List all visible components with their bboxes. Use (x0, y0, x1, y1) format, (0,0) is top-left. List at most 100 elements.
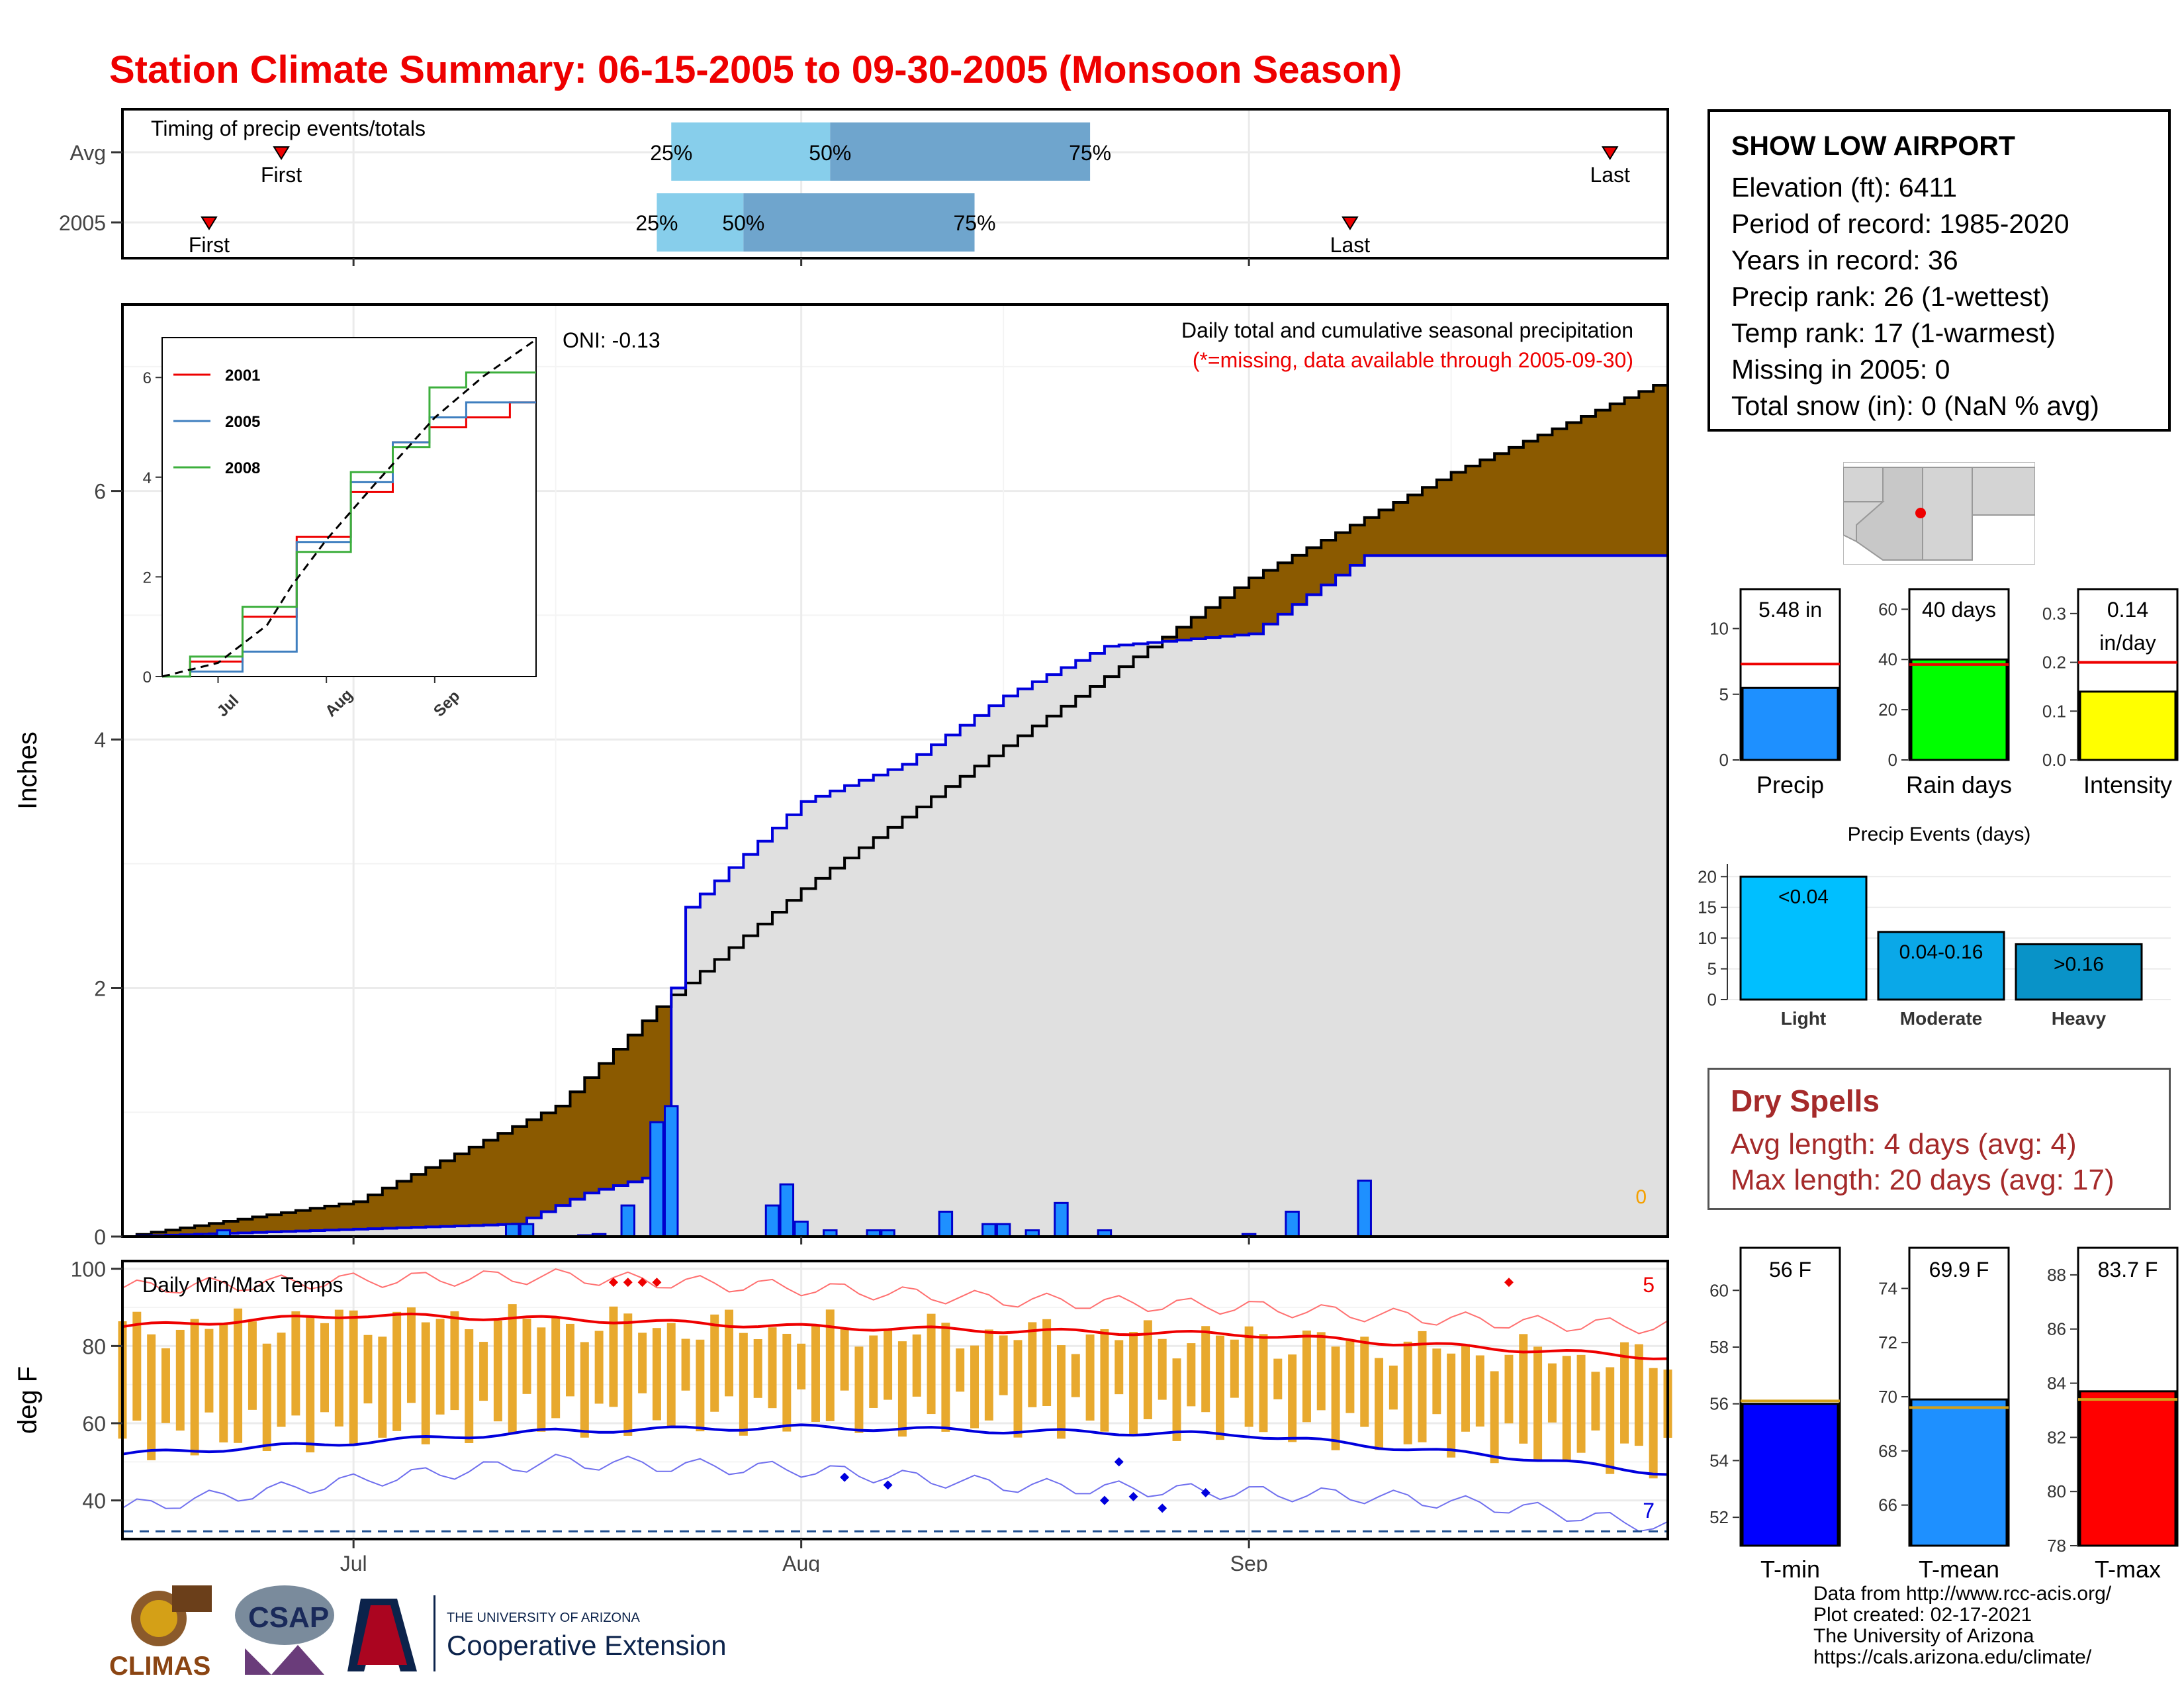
daily-temp-range-bar (1403, 1341, 1412, 1444)
daily-temp-range-bar (1447, 1353, 1456, 1458)
daily-temp-range-bar (1085, 1334, 1095, 1421)
daily-temp-range-bar (1302, 1331, 1311, 1423)
events-bar-heavy (2015, 943, 2143, 1001)
daily-temp-range-bar (956, 1348, 965, 1392)
daily-temp-range-bar (1273, 1358, 1283, 1399)
daily-temp-range-bar (537, 1327, 546, 1432)
events-bar-label: Heavy (2052, 1008, 2107, 1029)
climas-logo: CLIMAS (109, 1585, 212, 1681)
temp-y-tick-label: 60 (82, 1412, 106, 1436)
avg-min-line (122, 1423, 1668, 1476)
temp-summary-label: T-max (2095, 1556, 2161, 1582)
temp-summary-y-tick-label: 84 (2047, 1374, 2066, 1393)
missing-note: (*=missing, data available through 2005-… (1193, 348, 1633, 372)
daily-temp-range-bar (161, 1348, 170, 1423)
timing-last-label: Last (1590, 163, 1630, 187)
daily-precip-bar (794, 1220, 809, 1238)
daily-temp-range-bar (1504, 1354, 1514, 1424)
temp-summary-value (2079, 1390, 2177, 1547)
summary-bar-intensity: 0.0 0.1 0.2 0.3 0.14 in/day Intensity (2042, 588, 2179, 798)
daily-temp-range-bar (1259, 1334, 1268, 1432)
summary-y-tick-label: 40 (1878, 649, 1897, 669)
dry-spells-box: Dry Spells Avg length: 4 days (avg: 4) M… (1707, 1068, 2171, 1210)
daily-temp-range-bar (1143, 1320, 1152, 1419)
precip-y-tick-label: 0 (94, 1225, 106, 1244)
temp-summary-y-tick-label: 82 (2047, 1427, 2066, 1447)
daily-temp-range-bar (927, 1313, 936, 1415)
events-bar-light (1739, 875, 1868, 1001)
record-low-marker (1201, 1488, 1210, 1497)
events-bar-range: <0.04 (1778, 886, 1829, 908)
temp-x-tick-label: Jul (340, 1552, 367, 1572)
csap-wordmark: CSAP (248, 1601, 329, 1634)
summary-bar-value-unit: in/day (2099, 631, 2156, 655)
station-missing: Missing in 2005: 0 (1731, 354, 1950, 385)
temp-title: Daily Min/Max Temps (142, 1273, 343, 1297)
timing-panel: 25% 50% 75% First Last 25% 50% 75% First Last Tim… (59, 108, 1669, 266)
daily-temp-range-bar (1576, 1354, 1586, 1453)
record-low-marker (840, 1472, 850, 1482)
daily-temp-range-bar (580, 1342, 589, 1438)
timing-last-label: Last (1330, 233, 1371, 257)
map-california (1843, 501, 1885, 543)
daily-temp-range-bar (277, 1333, 286, 1427)
temp-summary-y-tick-label: 54 (1709, 1450, 1729, 1470)
daily-temp-range-bar (1244, 1326, 1253, 1427)
timing-quartile-25-50 (671, 122, 831, 181)
summary-bar-rain-days: 0 20 40 60 40 days Rain days (1878, 588, 2012, 798)
daily-temp-range-bar (725, 1309, 734, 1397)
temp-summary-y-tick-label: 78 (2047, 1536, 2066, 1556)
timing-quartile-25-50 (657, 193, 744, 252)
temp-summary-y-tick-label: 60 (1709, 1280, 1729, 1300)
daily-temp-range-bar (1071, 1354, 1080, 1397)
precip-heading: Daily total and cumulative seasonal prec… (1181, 318, 1633, 342)
daily-temp-range-bar (435, 1319, 445, 1415)
inset-y-tick-label: 6 (143, 369, 152, 387)
summary-bar-label: Precip (1756, 771, 1824, 798)
inset-avg-line (161, 338, 537, 678)
summary-bar-value-label: 40 days (1922, 598, 1996, 622)
summary-bar-value-label: 5.48 in (1758, 598, 1822, 622)
daily-temp-range-bar (1620, 1342, 1629, 1444)
station-info: SHOW LOW AIRPORT Elevation (ft): 6411 Pe… (1707, 109, 2171, 432)
record-low-marker (883, 1480, 893, 1490)
timing-row-2005: 2005 (59, 211, 106, 235)
daily-temp-range-bar (1345, 1340, 1355, 1413)
temp-summary-value-label: 69.9 F (1929, 1258, 1989, 1282)
summary-bar-precip: 0 5 10 5.48 in Precip (1709, 588, 1841, 798)
timing-quartile-50-75 (743, 193, 975, 252)
station-location-marker (1915, 508, 1926, 518)
summary-bar-label: Rain days (1906, 771, 2012, 798)
daily-temp-range-bar (363, 1335, 373, 1404)
temp-y-tick-label: 80 (82, 1335, 106, 1358)
daily-temp-range-bar (479, 1342, 488, 1401)
daily-precip-bar (664, 1105, 679, 1238)
record-high-marker (623, 1278, 633, 1288)
oni-label: ONI: -0.13 (563, 328, 660, 352)
daily-temp-range-bar (406, 1307, 416, 1403)
daily-temp-range-bar (219, 1323, 228, 1443)
daily-precip-bar (620, 1204, 636, 1238)
station-period: Period of record: 1985-2020 (1731, 209, 2070, 239)
temp-summary-t-max: 78 80 82 84 86 88 83.7 F T-max (2047, 1246, 2179, 1582)
temp-summary-y-tick-label: 88 (2047, 1265, 2066, 1285)
daily-temp-range-bar (609, 1306, 618, 1407)
station-years: Years in record: 36 (1731, 245, 1958, 275)
station-precip-rank: Precip rank: 26 (1-wettest) (1731, 281, 2050, 312)
map-new-mexico (1922, 467, 1973, 561)
inset-y-tick-label: 2 (143, 569, 152, 586)
inset-y-tick-label: 4 (143, 469, 152, 487)
inset-y-tick-label: 0 (143, 669, 152, 686)
temp-summary-value (1741, 1403, 1839, 1547)
daily-precip-bar (649, 1121, 664, 1238)
inset-series-2008 (162, 371, 536, 678)
daily-temp-range-bar (132, 1311, 142, 1421)
events-y-tick-label: 15 (1698, 898, 1717, 917)
summary-bar-value (2079, 690, 2177, 761)
daily-temp-range-bar (1172, 1358, 1181, 1441)
cumulative-2005-line (122, 554, 1668, 1238)
daily-temp-range-bar (1519, 1334, 1528, 1444)
station-elevation: Elevation (ft): 6411 (1731, 172, 1958, 203)
daily-temp-range-bar (1418, 1331, 1427, 1442)
summary-y-tick-label: 0 (1719, 750, 1729, 770)
